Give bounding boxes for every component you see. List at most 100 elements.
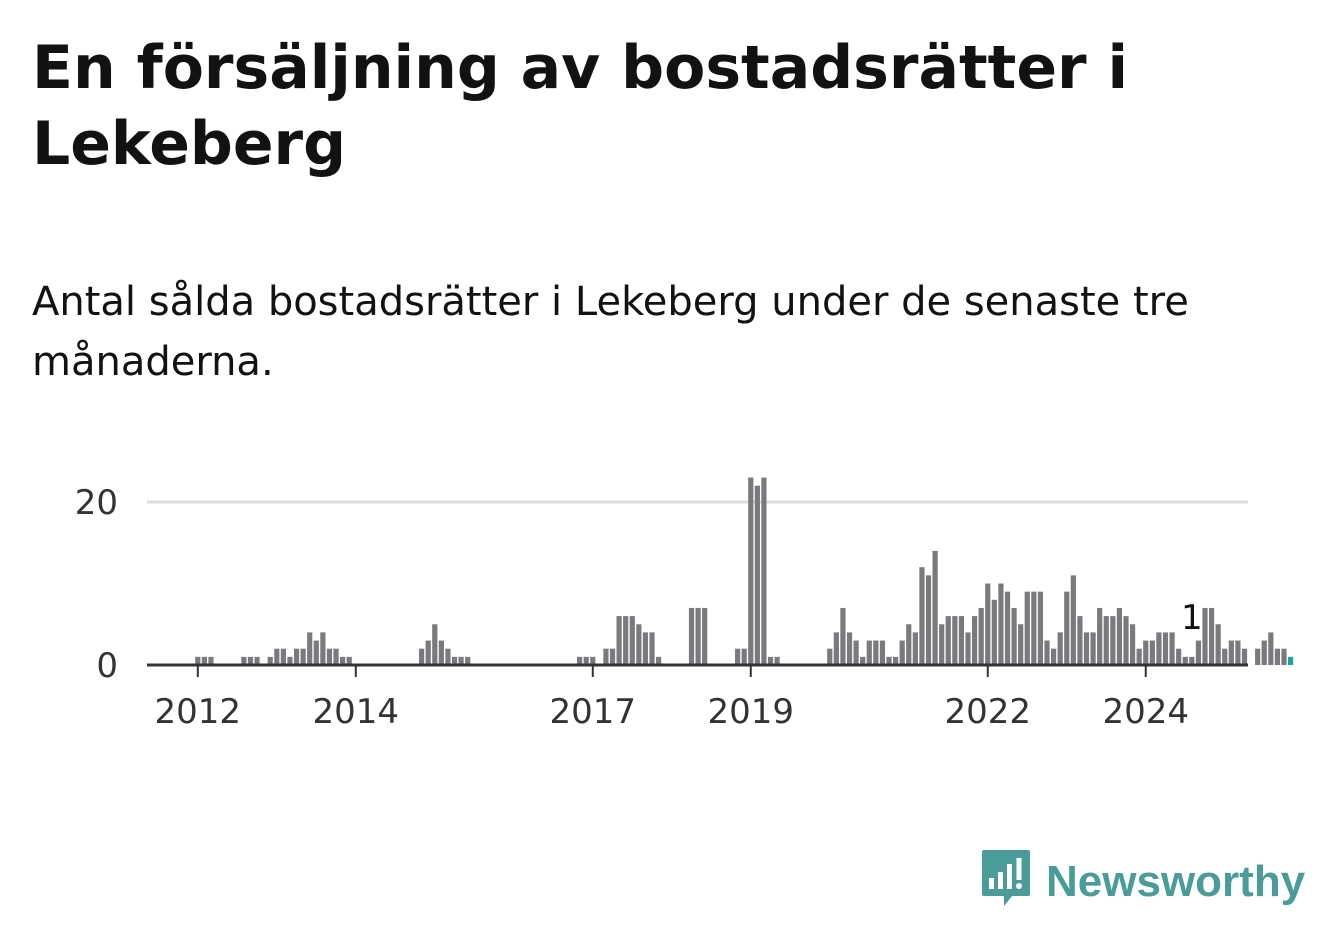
bar — [971, 616, 978, 665]
bar — [1004, 591, 1011, 665]
bar — [1162, 632, 1169, 665]
bar — [886, 656, 892, 665]
bar — [985, 583, 991, 665]
bar — [1050, 648, 1057, 665]
bar — [1241, 648, 1248, 665]
bar — [1070, 575, 1076, 665]
x-tick-label: 2014 — [313, 692, 400, 732]
brand-name: Newsworthy — [1046, 856, 1306, 906]
bar — [1090, 632, 1096, 665]
bar — [445, 648, 451, 665]
bar — [939, 624, 945, 665]
bar — [267, 656, 273, 665]
bar — [827, 648, 833, 665]
bar — [1077, 616, 1083, 665]
bar — [432, 624, 438, 665]
value-annotation: 1 — [1181, 598, 1203, 638]
bar — [1123, 616, 1129, 665]
bar — [932, 550, 938, 665]
bar — [912, 632, 918, 665]
bar — [1281, 648, 1287, 665]
bar — [767, 656, 774, 665]
bar — [1156, 632, 1162, 665]
bar — [754, 485, 760, 665]
bar — [616, 616, 622, 665]
bar — [590, 656, 596, 665]
axis-layer: 0 20 2012 2014 2017 2019 2022 2024 1 — [75, 483, 1248, 732]
bar — [254, 656, 260, 665]
bar — [247, 656, 254, 665]
bar — [1182, 656, 1188, 665]
newsworthy-logo-icon — [980, 848, 1032, 915]
bar — [840, 607, 846, 665]
bar — [1011, 607, 1017, 665]
bar — [307, 632, 313, 665]
bar — [642, 632, 649, 665]
bar — [1097, 607, 1103, 665]
bar — [1149, 640, 1155, 665]
bar — [774, 656, 780, 665]
bar — [465, 656, 471, 665]
bar — [1274, 648, 1281, 665]
x-tick-label: 2012 — [155, 692, 242, 732]
bar — [748, 477, 754, 665]
bar — [1044, 640, 1050, 665]
bar — [287, 656, 293, 665]
bar — [1024, 591, 1030, 665]
bar — [1176, 648, 1182, 665]
bar — [451, 656, 458, 665]
bar — [241, 656, 247, 665]
bar — [1103, 616, 1109, 665]
y-tick-label: 0 — [96, 646, 118, 686]
bar — [346, 656, 352, 665]
bar — [695, 607, 701, 665]
x-tick-label: 2022 — [944, 692, 1031, 732]
bar — [313, 640, 319, 665]
bar — [833, 632, 839, 665]
bar — [1031, 591, 1037, 665]
bar — [1083, 632, 1090, 665]
bar — [873, 640, 879, 665]
chart-title: En försäljning av bostadsrätter i Lekebe… — [32, 33, 1129, 179]
bar — [340, 656, 346, 665]
bar — [879, 640, 886, 665]
newsworthy-logo: Newsworthy — [980, 848, 1305, 915]
bar — [425, 640, 431, 665]
bar — [577, 656, 583, 665]
bar — [688, 607, 695, 665]
bar — [1235, 640, 1241, 665]
bar — [1018, 624, 1024, 665]
bar — [636, 624, 642, 665]
bar — [702, 607, 708, 665]
bar — [899, 640, 905, 665]
bar — [1208, 607, 1215, 665]
bar — [761, 477, 767, 665]
bar — [1037, 591, 1044, 665]
bar — [195, 656, 201, 665]
bar — [326, 648, 333, 665]
bar — [991, 599, 997, 665]
bar — [419, 648, 425, 665]
x-tick-label: 2024 — [1102, 692, 1189, 732]
bar — [583, 656, 589, 665]
x-tick-label: 2017 — [550, 692, 637, 732]
bar — [300, 648, 306, 665]
chart-subtitle: Antal sålda bostadsrätter i Lekeberg und… — [32, 279, 1189, 385]
bar — [629, 616, 635, 665]
bar — [1255, 648, 1261, 665]
bar — [1057, 632, 1063, 665]
bar — [952, 616, 958, 665]
bar — [925, 575, 932, 665]
bar — [208, 656, 214, 665]
bar — [1261, 640, 1267, 665]
bar — [458, 656, 464, 665]
bar — [1116, 607, 1123, 665]
bar — [741, 648, 747, 665]
bar — [919, 567, 925, 665]
bar — [1195, 640, 1202, 665]
x-tick-label: 2019 — [708, 692, 795, 732]
bar — [735, 648, 741, 665]
bar — [293, 648, 300, 665]
bar — [1287, 656, 1294, 665]
